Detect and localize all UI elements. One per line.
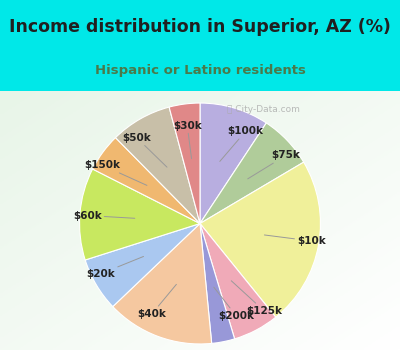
Wedge shape <box>200 103 266 224</box>
Text: $40k: $40k <box>138 284 176 319</box>
Wedge shape <box>200 162 320 317</box>
Wedge shape <box>200 224 276 339</box>
Text: $10k: $10k <box>264 235 326 246</box>
Text: $60k: $60k <box>73 210 135 220</box>
Text: $20k: $20k <box>86 257 144 279</box>
Wedge shape <box>85 224 200 307</box>
Wedge shape <box>169 103 200 224</box>
Wedge shape <box>92 138 200 224</box>
Wedge shape <box>200 123 304 224</box>
Text: $75k: $75k <box>248 150 300 179</box>
Text: Hispanic or Latino residents: Hispanic or Latino residents <box>94 64 306 77</box>
Wedge shape <box>113 224 212 344</box>
Text: $150k: $150k <box>84 160 147 186</box>
Text: $30k: $30k <box>173 120 202 159</box>
Wedge shape <box>116 107 200 224</box>
Wedge shape <box>80 169 200 260</box>
Text: ⌖ City-Data.com: ⌖ City-Data.com <box>227 105 300 114</box>
Text: $100k: $100k <box>220 126 264 161</box>
Text: $50k: $50k <box>122 133 167 167</box>
Text: $200k: $200k <box>214 287 254 321</box>
Text: Income distribution in Superior, AZ (%): Income distribution in Superior, AZ (%) <box>9 18 391 36</box>
Text: $125k: $125k <box>231 281 282 316</box>
Wedge shape <box>200 224 235 343</box>
